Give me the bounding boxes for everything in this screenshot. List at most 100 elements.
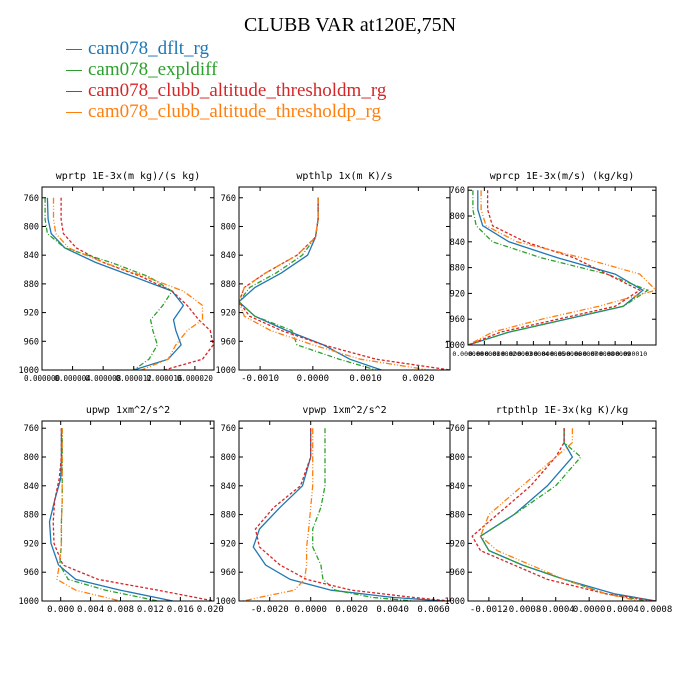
y-tick-label: 1000 <box>445 597 465 607</box>
y-tick-label: 880 <box>450 511 465 521</box>
y-tick-label: 840 <box>24 251 39 261</box>
legend-swatch <box>66 112 82 114</box>
series-line-3 <box>254 428 450 601</box>
y-tick-label: 800 <box>450 453 465 463</box>
x-tick-label: 0.000008 <box>583 350 614 358</box>
x-tick-label: -0.0008 <box>503 605 541 615</box>
series-line-1 <box>252 428 444 601</box>
y-tick-label: 840 <box>450 482 465 492</box>
x-tick-label: 0.0000 <box>573 605 606 615</box>
y-tick-label: 800 <box>450 212 465 222</box>
y-tick-label: 1000 <box>445 341 465 351</box>
chart-title: upwp 1xm^2/s^2 <box>86 405 170 416</box>
series-line-2 <box>479 428 648 601</box>
y-tick-label: 1000 <box>216 597 236 607</box>
y-tick-label: 760 <box>24 194 39 204</box>
x-tick-label: 0.0008 <box>640 605 673 615</box>
legend-label: cam078_expldiff <box>88 59 218 80</box>
x-tick-label: 0.016 <box>167 605 194 615</box>
x-tick-label: 0.0020 <box>335 605 368 615</box>
y-tick-label: 760 <box>221 194 236 204</box>
chart-title: vpwp 1xm^2/s^2 <box>302 405 386 416</box>
y-tick-label: 960 <box>450 315 465 325</box>
series-line-1 <box>479 428 656 601</box>
x-tick-label: 0.000007 <box>567 350 598 358</box>
legend-swatch <box>66 70 82 72</box>
series-line-2 <box>239 197 377 370</box>
series-line-2 <box>59 428 159 601</box>
chart-panel-6: rtpthlp 1E-3x(kg K)/kg 760 800 840 880 920 960… <box>445 405 673 615</box>
y-tick-label: 760 <box>450 424 465 434</box>
chart-panel-2: wpthlp 1x(m K)/s 760 800 840 880 920 960 1000 -0… <box>216 171 451 384</box>
series-group <box>48 428 214 601</box>
series-line-4 <box>56 428 121 601</box>
series-line-4 <box>239 197 430 370</box>
x-tick-label: 0.000016 <box>146 374 183 383</box>
x-tick-label: 0.000010 <box>616 350 647 358</box>
x-tick-label: 0.000003 <box>501 350 532 358</box>
x-tick-label: 0.0000 <box>294 605 327 615</box>
chart-title: rtpthlp 1E-3x(kg K)/kg <box>496 405 628 416</box>
y-tick-label: 960 <box>450 568 465 578</box>
y-tick-label: 800 <box>24 222 39 232</box>
x-tick-label: 0.000008 <box>85 374 122 383</box>
x-tick-label: 0.008 <box>107 605 134 615</box>
series-line-4 <box>468 190 656 345</box>
series-line-3 <box>60 197 214 370</box>
y-tick-label: 880 <box>221 280 236 290</box>
x-tick-label: 0.000004 <box>518 350 549 358</box>
x-tick-label: -0.0010 <box>241 374 279 384</box>
y-tick-label: 920 <box>450 539 465 549</box>
legend-item-dflt: cam078_dflt_rg <box>66 38 386 59</box>
series-line-2 <box>312 428 414 601</box>
chart-title: wpthlp 1x(m K)/s <box>296 171 392 182</box>
x-tick-label: 0.020 <box>197 605 224 615</box>
y-tick-label: 880 <box>24 511 39 521</box>
plot-frame <box>467 186 657 346</box>
series-line-3 <box>471 428 656 601</box>
series-line-3 <box>468 190 642 345</box>
legend-item-expldiff: cam078_expldiff <box>66 59 386 80</box>
y-tick-label: 920 <box>221 539 236 549</box>
figure-title: CLUBB VAR at120E,75N <box>243 14 457 36</box>
legend: cam078_dflt_rg cam078_expldiff cam078_cl… <box>66 38 386 122</box>
series-group <box>471 428 656 601</box>
y-tick-label: 880 <box>221 511 236 521</box>
x-tick-label: 0.000000 <box>452 350 483 358</box>
x-tick-label: 0.000020 <box>177 374 214 383</box>
series-line-1 <box>468 190 645 345</box>
y-tick-label: 1000 <box>216 366 236 376</box>
x-tick-label: 0.000004 <box>55 374 92 383</box>
y-tick-label: 920 <box>24 539 39 549</box>
y-tick-label: 920 <box>221 309 236 319</box>
x-tick-label: 0.0060 <box>417 605 450 615</box>
series-line-2 <box>468 190 650 345</box>
plot-frame <box>238 186 451 371</box>
y-tick-label: 800 <box>24 453 39 463</box>
legend-swatch <box>66 91 82 93</box>
x-tick-label: 0.0010 <box>349 374 382 384</box>
y-tick-label: 920 <box>450 289 465 299</box>
series-line-4 <box>52 197 204 370</box>
series-line-3 <box>52 428 214 601</box>
series-group <box>239 197 450 370</box>
y-tick-label: 920 <box>24 309 39 319</box>
legend-swatch <box>66 49 82 51</box>
series-group <box>44 197 214 370</box>
y-tick-label: 880 <box>450 264 465 274</box>
y-tick-label: 1000 <box>19 366 39 376</box>
x-tick-label: 0.000012 <box>116 374 152 383</box>
plot-frame <box>41 186 215 371</box>
y-tick-label: 880 <box>24 280 39 290</box>
x-tick-label: 0.000005 <box>534 350 565 358</box>
y-tick-label: 760 <box>24 424 39 434</box>
x-tick-label: 0.0040 <box>376 605 409 615</box>
chart-panel-1: wprtp 1E-3x(m kg)/(s kg) 760 800 840 880 920 9… <box>19 171 215 383</box>
x-tick-label: 0.004 <box>77 605 104 615</box>
x-tick-label: 0.000002 <box>485 350 516 358</box>
y-tick-label: 800 <box>221 453 236 463</box>
y-tick-label: 840 <box>450 238 465 248</box>
x-tick-label: 0.0000 <box>297 374 330 384</box>
y-tick-label: 960 <box>24 568 39 578</box>
